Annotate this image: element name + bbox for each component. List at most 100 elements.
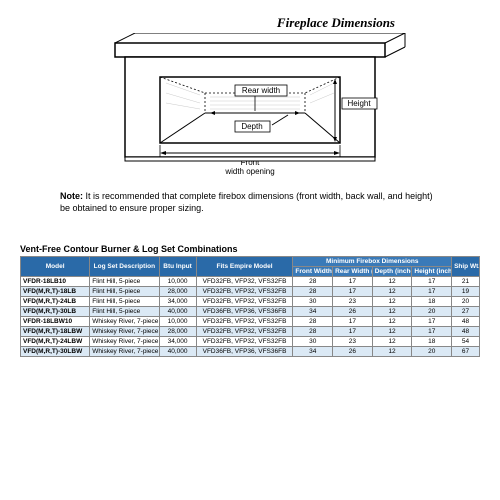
page-container: Fireplace Dimensions [0,0,500,372]
cell-btu: 34,000 [159,297,196,307]
cell-fw: 34 [293,307,333,317]
table-title: Vent-Free Contour Burner & Log Set Combi… [20,244,480,254]
spec-table: Model Log Set Description Btu Input Fits… [20,256,480,357]
cell-model: VFD(M,R,T)-18LBW [21,327,90,337]
table-row: VFD(M,R,T)-30LBFlint Hill, 5-piece40,000… [21,307,480,317]
cell-dp: 12 [372,347,412,357]
cell-fits: VFD36FB, VFP36, VFS36FB [196,347,293,357]
cell-btu: 40,000 [159,347,196,357]
cell-fw: 28 [293,277,333,287]
cell-desc: Flint Hill, 5-piece [90,277,159,287]
cell-desc: Flint Hill, 5-piece [90,297,159,307]
front-label-2: width opening [224,167,274,176]
cell-ht: 18 [412,297,452,307]
cell-btu: 40,000 [159,307,196,317]
cell-model: VFD(M,R,T)-24LB [21,297,90,307]
cell-ship: 54 [452,337,480,347]
cell-btu: 34,000 [159,337,196,347]
cell-fw: 28 [293,317,333,327]
cell-ship: 48 [452,317,480,327]
cell-desc: Whiskey River, 7-piece [90,347,159,357]
cell-fw: 30 [293,337,333,347]
th-ship: Ship Wt. (lb) [452,257,480,277]
cell-model: VFD(M,R,T)-30LBW [21,347,90,357]
cell-rw: 17 [333,317,373,327]
cell-fits: VFD32FB, VFP32, VFS32FB [196,327,293,337]
th-min-group: Minimum Firebox Dimensions [293,257,452,267]
cell-ht: 20 [412,307,452,317]
cell-rw: 17 [333,287,373,297]
cell-rw: 26 [333,347,373,357]
cell-fw: 30 [293,297,333,307]
cell-btu: 28,000 [159,287,196,297]
table-row: VFD(M,R,T)-24LBWWhiskey River, 7-piece34… [21,337,480,347]
cell-fits: VFD32FB, VFP32, VFS32FB [196,337,293,347]
cell-dp: 12 [372,327,412,337]
cell-ht: 18 [412,337,452,347]
table-header: Model Log Set Description Btu Input Fits… [21,257,480,277]
cell-model: VFDR-18LB10 [21,277,90,287]
th-dp: Depth (inches) [372,267,412,277]
cell-ht: 17 [412,277,452,287]
cell-dp: 12 [372,287,412,297]
cell-desc: Flint Hill, 5-piece [90,307,159,317]
cell-dp: 12 [372,337,412,347]
th-model: Model [21,257,90,277]
cell-model: VFD(M,R,T)-30LB [21,307,90,317]
cell-ht: 20 [412,347,452,357]
th-fw: Front Width (inches) [293,267,333,277]
cell-desc: Whiskey River, 7-piece [90,337,159,347]
cell-ship: 27 [452,307,480,317]
table-body: VFDR-18LB10Flint Hill, 5-piece10,000VFD3… [21,277,480,357]
cell-btu: 10,000 [159,277,196,287]
th-fits: Fits Empire Model [196,257,293,277]
table-row: VFD(M,R,T)-18LBWWhiskey River, 7-piece28… [21,327,480,337]
cell-fits: VFD32FB, VFP32, VFS32FB [196,297,293,307]
table-row: VFD(M,R,T)-24LBFlint Hill, 5-piece34,000… [21,297,480,307]
cell-desc: Flint Hill, 5-piece [90,287,159,297]
cell-btu: 10,000 [159,317,196,327]
cell-ship: 20 [452,297,480,307]
height-label: Height [347,99,371,108]
cell-ht: 17 [412,317,452,327]
cell-dp: 12 [372,317,412,327]
cell-ht: 17 [412,287,452,297]
th-ht: Height (inches) [412,267,452,277]
th-desc: Log Set Description [90,257,159,277]
note-text: Note: It is recommended that complete fi… [60,191,440,214]
cell-rw: 26 [333,307,373,317]
th-btu: Btu Input [159,257,196,277]
cell-rw: 17 [333,327,373,337]
diagram-title: Fireplace Dimensions [75,15,425,31]
note-prefix: Note: [60,191,83,201]
cell-fits: VFD32FB, VFP32, VFS32FB [196,277,293,287]
cell-desc: Whiskey River, 7-piece [90,327,159,337]
cell-fits: VFD36FB, VFP36, VFS36FB [196,307,293,317]
cell-ht: 17 [412,327,452,337]
cell-fits: VFD32FB, VFP32, VFS32FB [196,317,293,327]
rear-width-label: Rear width [242,86,280,95]
table-row: VFDR-18LBW10Whiskey River, 7-piece10,000… [21,317,480,327]
cell-fits: VFD32FB, VFP32, VFS32FB [196,287,293,297]
cell-fw: 34 [293,347,333,357]
cell-dp: 12 [372,297,412,307]
fireplace-diagram: Rear width Height Depth [90,33,410,183]
cell-ship: 21 [452,277,480,287]
cell-model: VFDR-18LBW10 [21,317,90,327]
cell-desc: Whiskey River, 7-piece [90,317,159,327]
cell-fw: 28 [293,287,333,297]
cell-btu: 28,000 [159,327,196,337]
table-row: VFD(M,R,T)-18LBFlint Hill, 5-piece28,000… [21,287,480,297]
th-rw: Rear Width (inches) [333,267,373,277]
cell-ship: 67 [452,347,480,357]
cell-model: VFD(M,R,T)-24LBW [21,337,90,347]
note-body: It is recommended that complete firebox … [60,191,433,213]
diagram-area: Fireplace Dimensions [75,15,425,183]
cell-ship: 48 [452,327,480,337]
cell-dp: 12 [372,277,412,287]
table-row: VFD(M,R,T)-30LBWWhiskey River, 7-piece40… [21,347,480,357]
cell-rw: 23 [333,297,373,307]
cell-model: VFD(M,R,T)-18LB [21,287,90,297]
cell-fw: 28 [293,327,333,337]
depth-label: Depth [241,122,262,131]
